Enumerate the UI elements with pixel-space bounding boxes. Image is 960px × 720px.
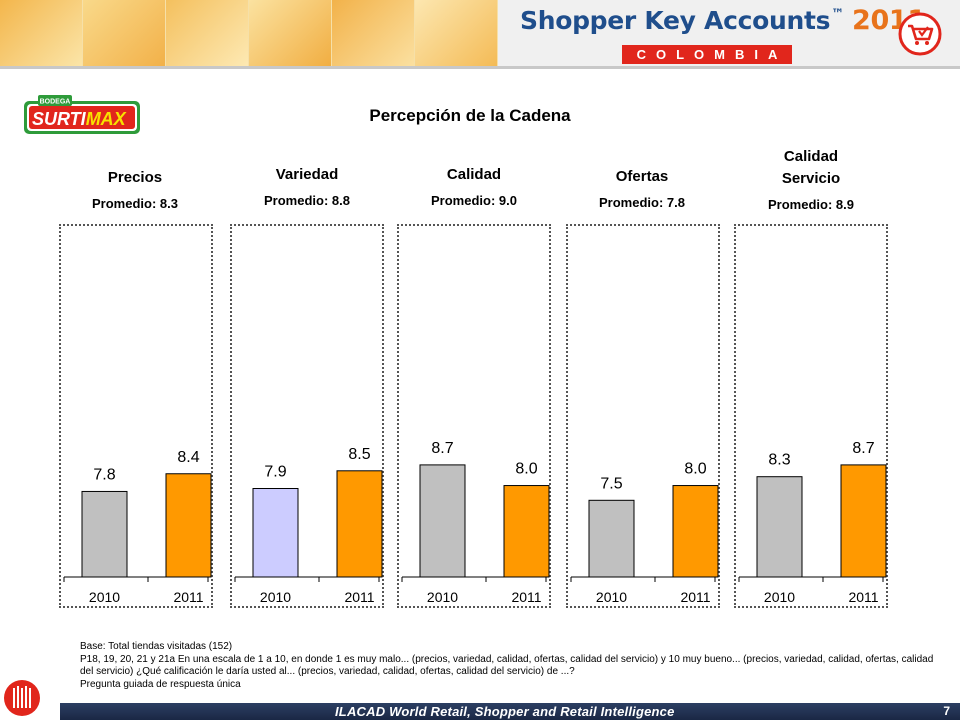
x-tick-label: 2011 [344,589,374,605]
footnotes: Base: Total tiendas visitadas (152) P18,… [80,641,940,691]
bar-value-label: 8.4 [177,449,199,466]
panel-average: Promedio: 8.9 [768,197,854,212]
photo-tile [332,0,415,66]
bar-value-label: 7.9 [264,464,286,481]
question-note: P18, 19, 20, 21 y 21a En una escala de 1… [80,653,934,678]
x-tick-label: 2010 [260,589,291,605]
panel-name-line: Servicio [781,170,841,187]
header-photo-strip [0,0,498,66]
photo-tile [0,0,83,66]
x-tick-label: 2011 [173,589,203,605]
bar [419,464,466,578]
panel-frame [397,224,551,608]
bar-value-label: 8.0 [684,461,706,478]
bar-value-label: 8.3 [768,452,790,469]
panel-name: Ofertas [615,168,669,185]
panel-name-line: Calidad [783,148,839,165]
panel-heading-calidad: Calidad Promedio: 9.0 [397,164,551,208]
shopping-cart-logo-icon [898,12,942,56]
panel-name: Precios [107,169,163,186]
panel-heading-ofertas: Ofertas Promedio: 7.8 [565,166,719,210]
bar [165,473,212,578]
bar-value-label: 7.8 [93,466,115,483]
panel-frame [59,224,213,608]
x-tick-label: 2010 [596,589,627,605]
x-tick-label: 2011 [511,589,541,605]
panel-frame [734,224,888,608]
bar-value-label: 8.5 [348,446,370,463]
bar [756,476,803,578]
bar [81,490,128,578]
photo-tile [249,0,332,66]
bar [503,485,550,578]
panel-heading-calidad-servicio: Calidad Servicio Promedio: 8.9 [734,146,888,212]
base-note: Base: Total tiendas visitadas (152) [80,641,233,652]
bar [588,499,635,578]
photo-tile [166,0,249,66]
bar [840,464,887,578]
bar-value-label: 8.7 [852,440,874,457]
panel-average: Promedio: 8.8 [264,193,350,208]
chart-title: Percepción de la Cadena [369,106,571,125]
bar-value-label: 8.7 [431,440,453,457]
bar-value-label: 8.0 [515,461,537,478]
country-label: COLOMBIA [622,45,792,64]
footer-bar: ILACAD World Retail, Shopper and Retail … [60,703,960,720]
panel-name: Calidad [446,166,502,183]
x-tick-label: 2010 [427,589,458,605]
bar [672,485,719,578]
panel-name: Variedad [275,166,339,183]
panel-average: Promedio: 7.8 [599,195,685,210]
bar [252,488,299,578]
panel-average: Promedio: 9.0 [431,193,517,208]
question-type-note: Pregunta guiada de respuesta única [80,678,241,690]
surtimax-logo: BODEGA SURTIMAX [24,95,140,134]
panel-frame [230,224,384,608]
x-tick-label: 2010 [764,589,795,605]
bar-value-label: 7.5 [600,475,622,492]
photo-tile [415,0,498,66]
logo-top-word: BODEGA [40,99,71,106]
x-tick-label: 2011 [680,589,710,605]
photo-tile [83,0,166,66]
panel-frame [566,224,720,608]
x-tick-label: 2011 [848,589,878,605]
svg-text:SURTIMAX: SURTIMAX [32,109,127,129]
panel-heading-precios: Precios Promedio: 8.3 [58,167,212,211]
footer-text: ILACAD World Retail, Shopper and Retail … [335,704,675,719]
header-divider [0,66,960,69]
panel-heading-variedad: Variedad Promedio: 8.8 [230,164,384,208]
x-tick-label: 2010 [89,589,120,605]
ilacad-logo-icon [4,680,40,716]
panel-average: Promedio: 8.3 [92,196,178,211]
bar [336,470,383,578]
page-number: 7 [943,704,950,718]
